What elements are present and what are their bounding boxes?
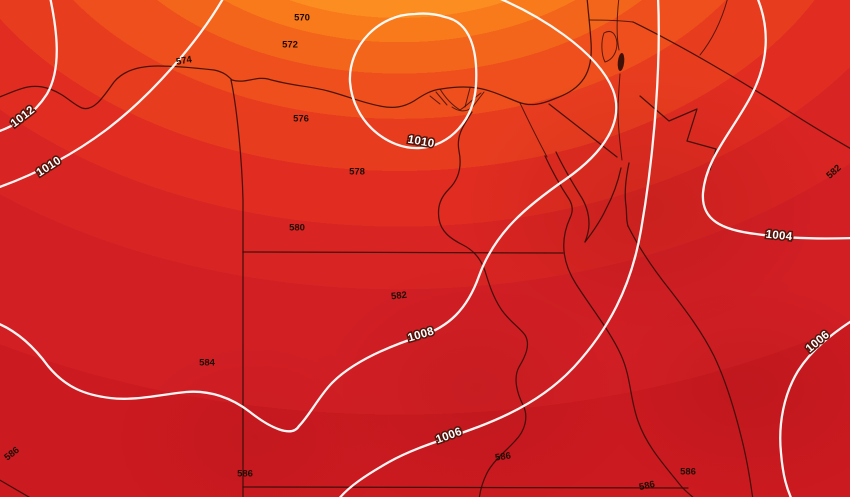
jordan-river <box>616 0 620 51</box>
isobar-1006 <box>339 0 660 497</box>
thickness-label-584: 584 <box>199 358 216 369</box>
gulf-of-suez-east-shore <box>555 151 590 243</box>
dead-sea <box>617 53 625 71</box>
jordan-saudi-border-zigzag <box>639 95 717 171</box>
isobar-label-1010: 1010 <box>34 155 63 180</box>
thickness-label-586: 586 <box>494 450 511 463</box>
isobar-label-1008: 1008 <box>406 325 435 344</box>
isobar-1006-southeast <box>779 320 850 497</box>
thickness-label-580: 580 <box>289 223 305 234</box>
southwest-corner-border <box>0 479 31 497</box>
isobar-label-1006: 1006 <box>434 426 463 446</box>
isobar-1010-closed <box>348 12 478 150</box>
nile-delta-branch <box>429 87 485 112</box>
thickness-label-586: 586 <box>237 469 253 480</box>
syria-iraq-border <box>699 0 728 56</box>
israel-egypt-border <box>548 103 618 158</box>
thickness-label-582: 582 <box>391 290 408 303</box>
isobar-1004 <box>701 0 850 240</box>
sinai-east-coast-gulf-of-aqaba <box>584 167 622 243</box>
gulf-of-aqaba-east-shore <box>624 162 630 227</box>
thickness-label-586: 586 <box>680 467 696 478</box>
isobar-label-1004: 1004 <box>765 229 793 244</box>
red-sea-west-coast <box>563 217 694 497</box>
thickness-label-572: 572 <box>282 40 298 51</box>
jordan-river-south <box>617 73 623 161</box>
isobar-label-1012: 1012 <box>9 104 38 130</box>
nile-river <box>437 111 529 497</box>
isobar-label-1006: 1006 <box>804 329 832 355</box>
gulf-of-suez-west-shore <box>544 155 573 219</box>
thickness-label-586: 586 <box>2 445 21 463</box>
egypt-west-border <box>230 79 244 497</box>
thickness-label-586: 586 <box>638 479 656 493</box>
red-sea-east-coast <box>627 225 754 497</box>
isobar-1010-left <box>0 0 224 189</box>
west-bank-border <box>601 30 618 63</box>
egypt-south-border <box>242 251 564 254</box>
north-africa-levant-coastline <box>0 0 592 110</box>
thickness-label-574: 574 <box>175 54 193 68</box>
suez-canal-border <box>519 102 548 158</box>
iraq-saudi-border <box>632 21 850 149</box>
lebanon-syria-border <box>588 19 634 23</box>
isobar-1008 <box>0 0 618 433</box>
southern-border <box>242 486 689 489</box>
thickness-label-576: 576 <box>293 114 309 125</box>
thickness-label-570: 570 <box>294 13 310 24</box>
thickness-label-582: 582 <box>824 163 843 182</box>
thickness-label-578: 578 <box>349 167 365 178</box>
isobar-1012 <box>0 0 58 133</box>
